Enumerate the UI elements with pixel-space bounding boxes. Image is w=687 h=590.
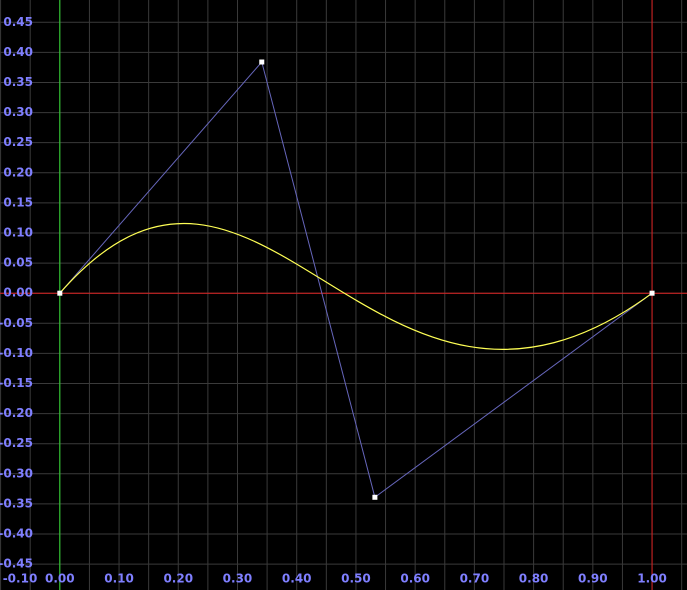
control-point	[259, 59, 265, 65]
y-tick-label: 0.35	[3, 75, 33, 89]
x-tick-label: 0.30	[223, 572, 253, 586]
y-tick-label: 0.10	[3, 225, 33, 239]
x-tick-label: 0.10	[104, 572, 134, 586]
x-tick-label: 0.50	[341, 572, 371, 586]
control-point	[57, 290, 63, 296]
x-tick-label: 0.40	[282, 572, 312, 586]
y-tick-label: 0.45	[3, 15, 33, 29]
y-tick-label: 0.40	[3, 45, 33, 59]
y-tick-label: -0.20	[0, 406, 33, 420]
y-tick-label: 0.15	[3, 195, 33, 209]
y-tick-label: 0.05	[3, 256, 33, 270]
y-tick-label: -0.45	[0, 557, 33, 571]
x-tick-label: -0.10	[3, 572, 38, 586]
y-tick-label: 0.00	[3, 286, 33, 300]
x-tick-label: 0.00	[45, 572, 75, 586]
bezier-curve	[59, 223, 653, 350]
x-tick-label: 0.70	[460, 572, 490, 586]
y-tick-label: -0.40	[0, 527, 33, 541]
control-polygon	[59, 60, 653, 499]
x-tick-label: 0.60	[400, 572, 430, 586]
y-tick-label: 0.25	[3, 135, 33, 149]
y-tick-label: -0.25	[0, 436, 33, 450]
y-tick-label: -0.05	[0, 316, 33, 330]
y-tick-label: -0.15	[0, 376, 33, 390]
control-point	[372, 494, 378, 500]
control-point	[649, 290, 655, 296]
x-tick-label: 1.00	[637, 572, 667, 586]
y-tick-label: -0.10	[0, 346, 33, 360]
y-tick-label: -0.35	[0, 496, 33, 510]
x-tick-label: 0.80	[519, 572, 549, 586]
y-tick-label: 0.30	[3, 105, 33, 119]
y-tick-label: -0.30	[0, 466, 33, 480]
x-tick-label: 0.90	[578, 572, 608, 586]
x-tick-label: 0.20	[163, 572, 193, 586]
y-tick-label: 0.20	[3, 165, 33, 179]
